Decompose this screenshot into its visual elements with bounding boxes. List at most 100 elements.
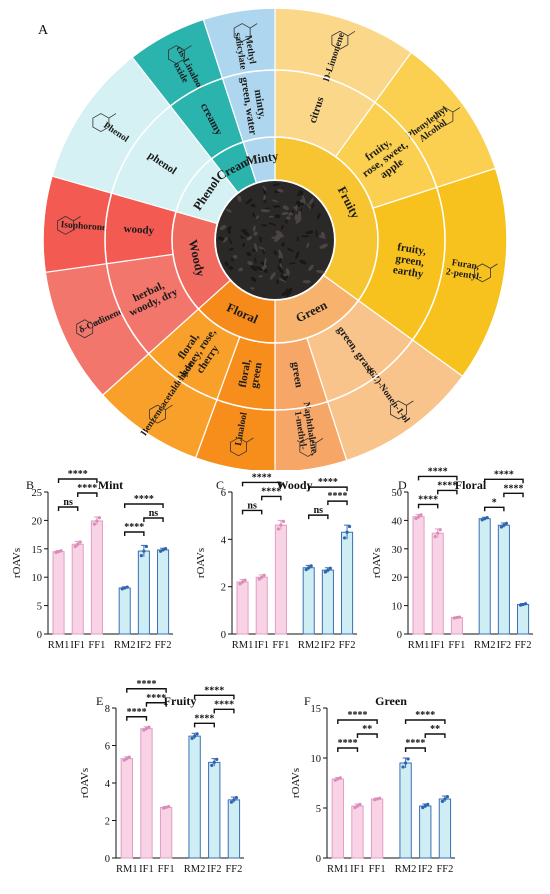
wheel-text-line: earthy [392, 264, 425, 281]
significance-bracket [124, 531, 145, 536]
significance-label: **** [261, 486, 281, 497]
tea-leaf-fleck [300, 235, 310, 238]
y-tick-label: 15 [32, 545, 43, 556]
tea-leaf-fleck [227, 228, 231, 234]
chart-title: Woody [276, 478, 312, 492]
significance-bracket [337, 747, 359, 752]
replicate-point [281, 519, 285, 523]
significance-label: ** [430, 724, 440, 735]
x-tick-label-if2: IF2 [137, 640, 152, 651]
significance-label: ** [362, 724, 372, 735]
replicate-point [190, 736, 194, 740]
tea-leaf-fleck [254, 257, 257, 264]
replicate-point [457, 615, 461, 619]
tea-leaf-fleck [228, 237, 232, 245]
bond-line [249, 23, 258, 29]
significance-bracket [404, 719, 446, 724]
tea-leaf-fleck [271, 199, 279, 203]
y-tick-label: 6 [221, 488, 226, 499]
tea-leaf-fleck [306, 203, 313, 211]
structure-icon-phenol [92, 113, 117, 133]
tea-leaf-fleck [285, 216, 291, 220]
significance-bracket [503, 492, 524, 498]
tea-leaf-fleck [280, 224, 284, 230]
significance-label: **** [68, 469, 88, 480]
tea-leaf-fleck [308, 197, 314, 205]
ring-border-1 [171, 136, 379, 344]
bond-line [347, 30, 356, 37]
significance-label: ns [63, 497, 73, 508]
x-tick-label-if1: IF1 [70, 640, 85, 651]
replicate-point [502, 523, 506, 527]
significance-label: ns [314, 505, 324, 516]
tea-leaf-fleck [291, 209, 295, 214]
replicate-point [307, 566, 311, 570]
tea-leaf-fleck [225, 208, 232, 213]
replicate-point [523, 602, 528, 606]
x-tick-label-if1: IF1 [139, 864, 154, 875]
significance-bracket [417, 503, 439, 509]
y-tick-label: 0 [105, 854, 110, 865]
replicate-point [195, 732, 199, 736]
bar-ff2 [227, 799, 241, 859]
tea-leaf-fleck [308, 264, 314, 271]
replicate-point [406, 757, 410, 761]
descriptor-label-floral-green: floral,green [237, 358, 265, 390]
tea-leaf-fleck [271, 236, 278, 239]
x-tick-label-rm1: RM1 [408, 640, 430, 651]
tea-leaf-fleck [237, 195, 242, 202]
replicate-point [353, 806, 357, 810]
tea-leaf-fleck [250, 277, 257, 282]
bar-ff1 [159, 806, 173, 859]
structure-icon-cis-linalool-oxide [168, 45, 192, 65]
x-tick-label-ff2: FF2 [339, 640, 356, 651]
significance-label: **** [194, 713, 214, 724]
x-tick-label-rm1: RM1 [327, 864, 349, 875]
x-tick-label-rm2: RM2 [298, 640, 320, 651]
replicate-point [161, 548, 165, 552]
x-tick-label-if1: IF1 [430, 640, 445, 651]
x-tick-label-ff2: FF2 [436, 864, 453, 875]
structure-icon-furan-2-pentyl [474, 263, 498, 283]
y-tick-label: 0 [37, 630, 42, 641]
tea-leaf-fleck [240, 229, 247, 232]
replicate-point [164, 805, 168, 809]
replicate-point [445, 795, 450, 799]
tea-leaf-fleck [316, 212, 321, 220]
wheel-text-line: Isophorone [60, 220, 106, 233]
tea-leaf-fleck [233, 254, 238, 259]
replicate-point [323, 570, 327, 574]
bond-line [490, 263, 498, 269]
y-tick-label: 20 [392, 573, 403, 584]
tea-leaf-fleck [262, 186, 267, 196]
replicate-point [375, 797, 379, 801]
tea-leaf-fleck [219, 225, 227, 231]
tea-leaf-fleck [278, 278, 286, 283]
ring-border-2 [104, 69, 446, 411]
replicate-point [262, 573, 266, 577]
x-tick-label-ff1: FF1 [88, 640, 105, 651]
tea-leaf-fleck [282, 205, 290, 211]
significance-label: ns [247, 500, 257, 511]
significance-label: **** [327, 491, 347, 502]
significance-bracket [57, 506, 79, 511]
replicate-point [193, 734, 197, 738]
tea-leaf-fleck [217, 236, 225, 241]
significance-label: **** [214, 699, 234, 710]
tea-leaf-fleck [298, 190, 304, 196]
significance-bracket [143, 517, 164, 522]
replicate-point [215, 757, 219, 761]
panel-label-a: A [38, 23, 49, 38]
tea-leaf-fleck [299, 259, 307, 265]
bar-if1 [140, 728, 153, 859]
tea-leaf-fleck [296, 236, 299, 242]
bar-rm1 [331, 778, 344, 859]
tea-leaf-fleck [242, 242, 246, 248]
replicate-point [279, 523, 283, 527]
x-tick-label-if2: IF2 [418, 864, 433, 875]
bar-ff2 [438, 798, 452, 859]
replicate-point [326, 568, 330, 572]
descriptor-label-minty-green-water: minty,green, water [238, 74, 270, 136]
tea-leaf-fleck [286, 289, 293, 298]
tea-leaf-fleck [245, 198, 253, 205]
